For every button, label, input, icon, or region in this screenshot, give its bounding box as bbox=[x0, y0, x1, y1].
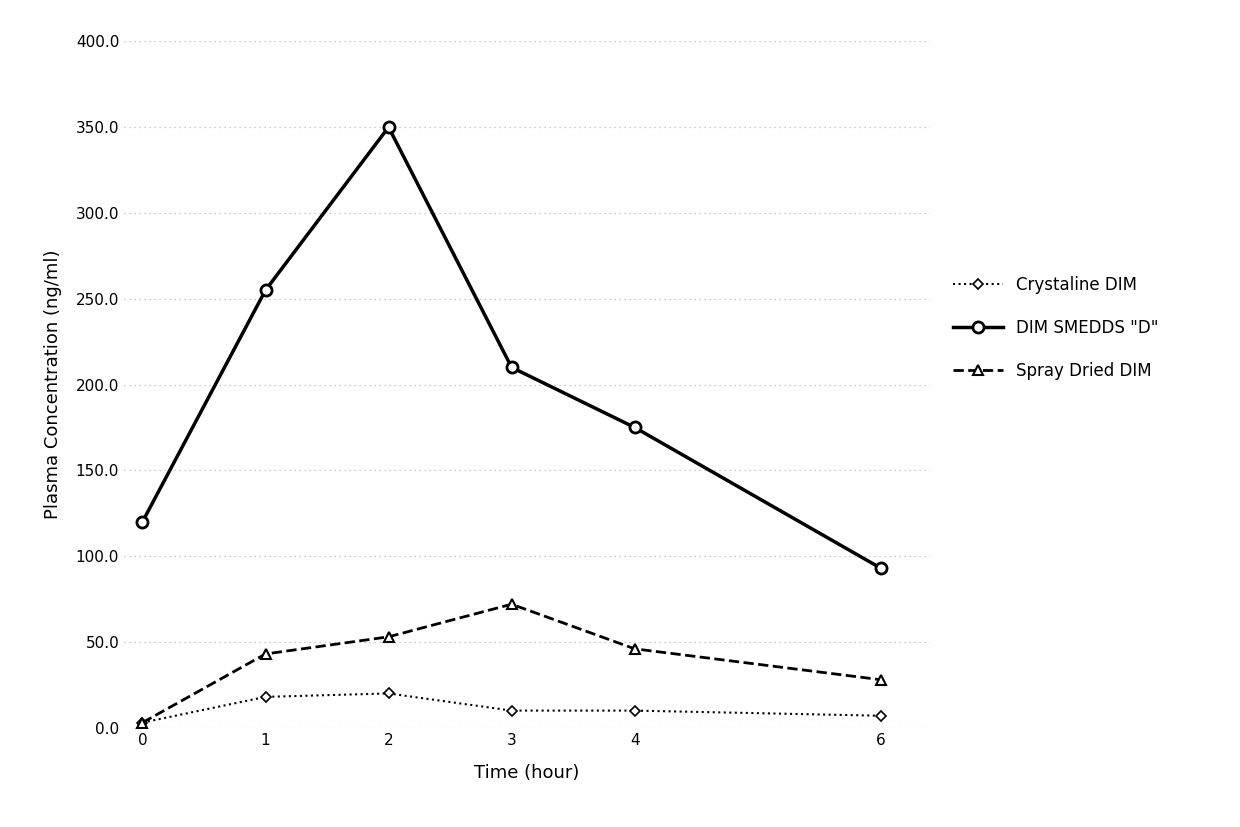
DIM SMEDDS "D" bbox=[135, 517, 150, 527]
Crystaline DIM bbox=[505, 705, 520, 715]
DIM SMEDDS "D" bbox=[381, 122, 396, 132]
Crystaline DIM bbox=[258, 692, 273, 702]
DIM SMEDDS "D" bbox=[627, 423, 642, 433]
Crystaline DIM bbox=[381, 688, 396, 698]
Spray Dried DIM bbox=[135, 718, 150, 728]
Y-axis label: Plasma Concentration (ng/ml): Plasma Concentration (ng/ml) bbox=[43, 250, 62, 519]
Crystaline DIM bbox=[135, 718, 150, 728]
Spray Dried DIM bbox=[381, 632, 396, 642]
Line: Crystaline DIM: Crystaline DIM bbox=[139, 690, 884, 726]
Legend: Crystaline DIM, DIM SMEDDS "D", Spray Dried DIM: Crystaline DIM, DIM SMEDDS "D", Spray Dr… bbox=[946, 270, 1166, 387]
Spray Dried DIM bbox=[505, 600, 520, 609]
Spray Dried DIM bbox=[258, 649, 273, 659]
X-axis label: Time (hour): Time (hour) bbox=[475, 764, 579, 782]
DIM SMEDDS "D" bbox=[873, 563, 888, 573]
Crystaline DIM bbox=[873, 710, 888, 720]
DIM SMEDDS "D" bbox=[258, 285, 273, 295]
DIM SMEDDS "D" bbox=[505, 362, 520, 372]
Line: Spray Dried DIM: Spray Dried DIM bbox=[138, 600, 885, 728]
Crystaline DIM bbox=[627, 705, 642, 715]
Spray Dried DIM bbox=[873, 675, 888, 685]
Line: DIM SMEDDS "D": DIM SMEDDS "D" bbox=[136, 122, 887, 574]
Spray Dried DIM bbox=[627, 644, 642, 654]
